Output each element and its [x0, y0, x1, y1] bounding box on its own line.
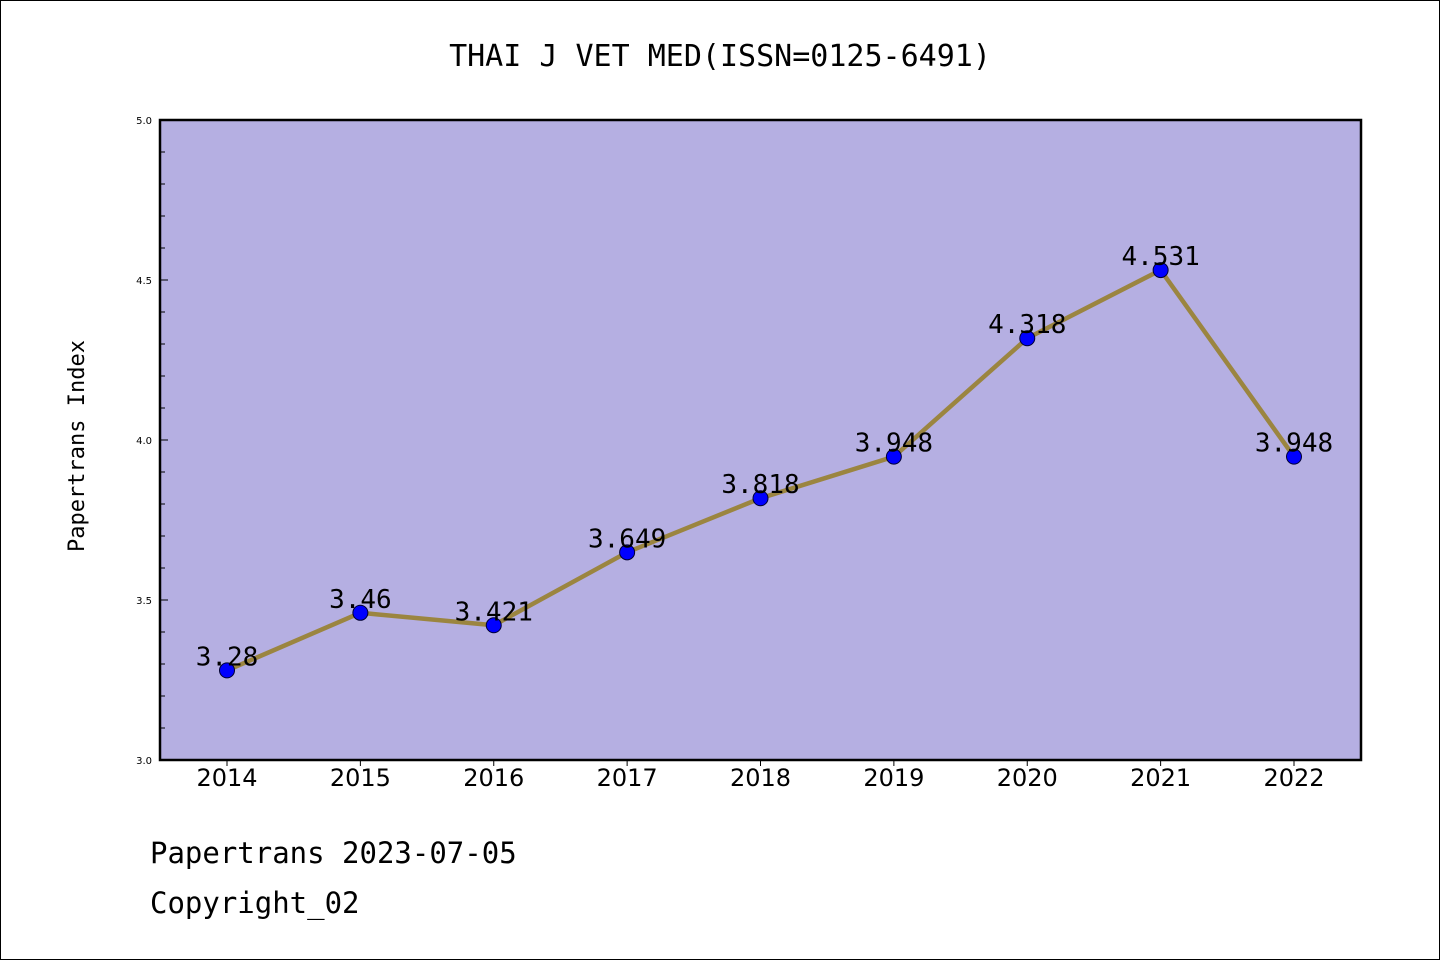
- y-tick-label: 3.0: [136, 756, 152, 767]
- plot-area: [158, 118, 1363, 762]
- data-label: 3.46: [329, 585, 392, 615]
- x-tick-label: 2014: [196, 764, 257, 792]
- data-label: 3.948: [855, 429, 933, 459]
- data-point: [619, 544, 636, 561]
- x-tick-label: 2015: [330, 764, 391, 792]
- data-point: [1019, 330, 1036, 347]
- y-tick-label: 4.5: [136, 276, 152, 287]
- data-point: [885, 448, 902, 465]
- data-point: [352, 604, 369, 621]
- series-group: 3.28 3.46 3.421 3.649 3.818 3.948 4.318 4.531 3.…: [196, 242, 1333, 679]
- y-axis-label: Papertrans Index: [65, 340, 90, 552]
- x-tick-label: 2017: [597, 764, 658, 792]
- y-axis: 3.0 3.5 4.0 4.5 5.0: [136, 116, 168, 767]
- data-point: [752, 490, 769, 507]
- data-point: [1286, 448, 1302, 465]
- y-tick-label: 3.5: [136, 596, 152, 607]
- x-tick-label: 2022: [1263, 764, 1324, 792]
- x-tick-label: 2021: [1130, 764, 1191, 792]
- data-label: 4.531: [1121, 242, 1199, 272]
- footer-copyright: Copyright_02: [150, 886, 360, 920]
- footer-date: Papertrans 2023-07-05: [150, 836, 517, 870]
- data-label: 3.28: [196, 642, 259, 672]
- x-axis: 2014 2015 2016 2017 2018 2019 2020 2021 2022: [196, 760, 1325, 792]
- x-tick-label: 2016: [463, 764, 524, 792]
- y-tick-label: 5.0: [136, 116, 152, 127]
- data-label: 3.818: [721, 470, 799, 500]
- data-label: 3.649: [588, 524, 666, 554]
- data-point: [1152, 262, 1169, 279]
- x-tick-label: 2018: [730, 764, 791, 792]
- data-label: 3.948: [1255, 429, 1333, 459]
- y-tick-label: 4.0: [136, 436, 152, 447]
- data-label: 3.421: [455, 597, 533, 627]
- x-tick-label: 2019: [863, 764, 924, 792]
- data-point: [219, 662, 235, 679]
- x-tick-label: 2020: [997, 764, 1058, 792]
- chart-title: THAI J VET MED(ISSN=0125-6491): [449, 39, 991, 74]
- data-label: 4.318: [988, 310, 1066, 340]
- data-point: [485, 617, 502, 634]
